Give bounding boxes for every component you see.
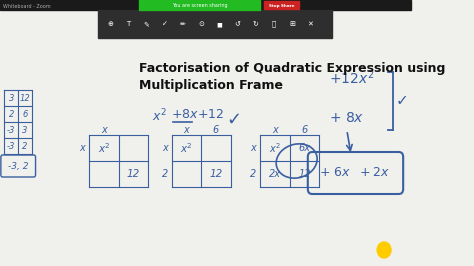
- Bar: [264, 1, 299, 9]
- Text: $x^2$: $x^2$: [152, 108, 167, 124]
- Text: x: x: [183, 125, 189, 135]
- Text: $+\ 8x$: $+\ 8x$: [329, 111, 365, 125]
- Text: ✓: ✓: [395, 94, 408, 109]
- Text: ✓: ✓: [227, 111, 242, 129]
- Text: $+8x$: $+8x$: [171, 108, 199, 121]
- Text: ↻: ↻: [253, 21, 259, 27]
- Text: x: x: [272, 125, 278, 135]
- Text: ✎: ✎: [144, 21, 149, 27]
- Text: Stop Share: Stop Share: [269, 3, 294, 7]
- Text: 3: 3: [22, 126, 28, 135]
- Bar: [98, 10, 332, 38]
- Text: $x^2$: $x^2$: [269, 141, 281, 155]
- Bar: [139, 0, 260, 10]
- Circle shape: [377, 242, 391, 258]
- Text: x: x: [250, 143, 256, 153]
- Text: 6: 6: [213, 125, 219, 135]
- Text: $x^2$: $x^2$: [180, 141, 193, 155]
- Text: 🗑: 🗑: [272, 21, 276, 27]
- Text: $+\ 6x\ \ +2x$: $+\ 6x\ \ +2x$: [319, 167, 390, 180]
- Text: x: x: [101, 125, 107, 135]
- Text: ↺: ↺: [235, 21, 240, 27]
- Text: 12: 12: [209, 169, 222, 179]
- Text: -3: -3: [7, 126, 16, 135]
- Text: 12: 12: [20, 94, 30, 103]
- Text: 6: 6: [301, 125, 308, 135]
- Text: 3: 3: [9, 94, 14, 103]
- Text: ✓: ✓: [162, 21, 168, 27]
- Text: $+12x^2$: $+12x^2$: [329, 69, 375, 87]
- Text: Factorisation of Quadratic Expression using
Multiplication Frame: Factorisation of Quadratic Expression us…: [139, 62, 445, 93]
- Text: You are screen sharing: You are screen sharing: [172, 3, 227, 9]
- Text: x: x: [162, 143, 168, 153]
- Text: 2x: 2x: [269, 169, 281, 179]
- Text: 2: 2: [22, 142, 28, 151]
- Text: ⊕: ⊕: [107, 21, 113, 27]
- Text: 2: 2: [250, 169, 256, 179]
- Text: ◼: ◼: [217, 21, 222, 27]
- Text: Whiteboard - Zoom: Whiteboard - Zoom: [2, 3, 50, 9]
- Text: 12: 12: [127, 169, 140, 179]
- Text: 12: 12: [298, 169, 310, 179]
- Text: -3, 2: -3, 2: [8, 161, 28, 171]
- Text: -3: -3: [7, 142, 16, 151]
- Text: 2: 2: [9, 110, 14, 119]
- Text: x: x: [80, 143, 85, 153]
- Text: ✏: ✏: [180, 21, 186, 27]
- Text: $+12$: $+12$: [197, 108, 224, 121]
- Text: 6: 6: [22, 110, 28, 119]
- Text: 2: 2: [162, 169, 168, 179]
- Bar: [0, 0, 411, 10]
- Text: ⊙: ⊙: [198, 21, 204, 27]
- Text: ✕: ✕: [308, 21, 313, 27]
- Text: ⊞: ⊞: [289, 21, 295, 27]
- Text: $x^2$: $x^2$: [98, 141, 110, 155]
- Text: 6x: 6x: [298, 143, 310, 153]
- Text: T: T: [126, 21, 130, 27]
